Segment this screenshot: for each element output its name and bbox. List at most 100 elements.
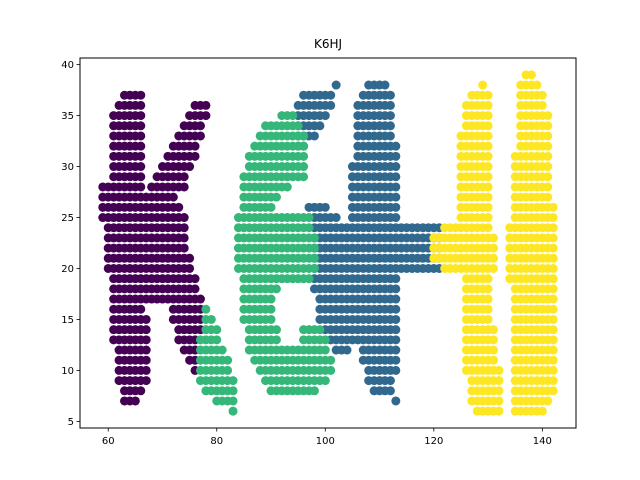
- data-point: [385, 121, 395, 131]
- data-point: [483, 284, 493, 294]
- x-tick-label: 100: [316, 436, 335, 447]
- data-point: [299, 151, 309, 161]
- data-point: [212, 335, 222, 345]
- y-tick-label: 5: [68, 417, 74, 428]
- data-point: [483, 192, 493, 202]
- data-point: [174, 202, 184, 212]
- data-point: [483, 121, 493, 131]
- data-point: [483, 202, 493, 212]
- data-point: [483, 172, 493, 182]
- data-point: [342, 345, 352, 355]
- data-point: [391, 172, 401, 182]
- data-point: [136, 111, 146, 121]
- data-point: [548, 274, 558, 284]
- data-point: [315, 325, 325, 335]
- data-point: [201, 100, 211, 110]
- data-point: [385, 90, 395, 100]
- data-point: [489, 253, 499, 263]
- data-point: [391, 274, 401, 284]
- data-point: [309, 131, 319, 141]
- data-point: [288, 111, 298, 121]
- data-point: [391, 314, 401, 324]
- y-tick-label: 10: [61, 366, 74, 377]
- data-point: [532, 80, 542, 90]
- data-point: [391, 284, 401, 294]
- data-point: [548, 233, 558, 243]
- data-point: [391, 202, 401, 212]
- data-point: [185, 253, 195, 263]
- data-point: [320, 345, 330, 355]
- data-point: [494, 365, 504, 375]
- data-point: [385, 386, 395, 396]
- data-point: [391, 355, 401, 365]
- data-point: [320, 335, 330, 345]
- data-point: [326, 355, 336, 365]
- data-point: [391, 325, 401, 335]
- data-point: [223, 365, 233, 375]
- data-point: [266, 202, 276, 212]
- x-tick-label: 60: [102, 436, 115, 447]
- data-point: [141, 355, 151, 365]
- data-point: [483, 213, 493, 223]
- data-point: [548, 325, 558, 335]
- data-point: [271, 192, 281, 202]
- data-point: [537, 406, 547, 416]
- data-point: [201, 111, 211, 121]
- data-point: [282, 182, 292, 192]
- data-point: [190, 274, 200, 284]
- data-point: [548, 223, 558, 233]
- data-point: [548, 213, 558, 223]
- data-point: [136, 172, 146, 182]
- data-point: [543, 162, 553, 172]
- data-point: [326, 90, 336, 100]
- data-point: [304, 223, 314, 233]
- data-point: [320, 202, 330, 212]
- data-point: [309, 386, 319, 396]
- data-point: [304, 274, 314, 284]
- data-point: [130, 396, 140, 406]
- data-points: [98, 70, 558, 416]
- data-point: [385, 111, 395, 121]
- data-point: [195, 131, 205, 141]
- data-point: [299, 141, 309, 151]
- data-point: [391, 182, 401, 192]
- data-point: [483, 314, 493, 324]
- data-point: [391, 162, 401, 172]
- data-point: [309, 263, 319, 273]
- data-point: [489, 243, 499, 253]
- data-point: [293, 121, 303, 131]
- data-point: [385, 131, 395, 141]
- data-point: [543, 192, 553, 202]
- data-point: [489, 325, 499, 335]
- data-point: [141, 376, 151, 386]
- x-tick-label: 80: [210, 436, 223, 447]
- data-point: [391, 365, 401, 375]
- data-point: [483, 223, 493, 233]
- data-point: [136, 90, 146, 100]
- data-point: [543, 396, 553, 406]
- data-point: [271, 325, 281, 335]
- data-point: [385, 376, 395, 386]
- data-point: [299, 131, 309, 141]
- data-point: [228, 406, 238, 416]
- data-point: [391, 396, 401, 406]
- data-point: [304, 213, 314, 223]
- data-point: [489, 263, 499, 273]
- data-point: [299, 172, 309, 182]
- data-point: [136, 162, 146, 172]
- data-point: [391, 304, 401, 314]
- data-point: [320, 376, 330, 386]
- data-point: [548, 345, 558, 355]
- data-point: [141, 365, 151, 375]
- data-point: [391, 294, 401, 304]
- y-tick-label: 30: [61, 162, 74, 173]
- data-point: [548, 376, 558, 386]
- data-point: [380, 80, 390, 90]
- y-tick-label: 35: [61, 111, 74, 122]
- data-point: [548, 314, 558, 324]
- data-point: [266, 294, 276, 304]
- data-point: [543, 131, 553, 141]
- data-point: [309, 253, 319, 263]
- data-point: [179, 172, 189, 182]
- data-point: [391, 151, 401, 161]
